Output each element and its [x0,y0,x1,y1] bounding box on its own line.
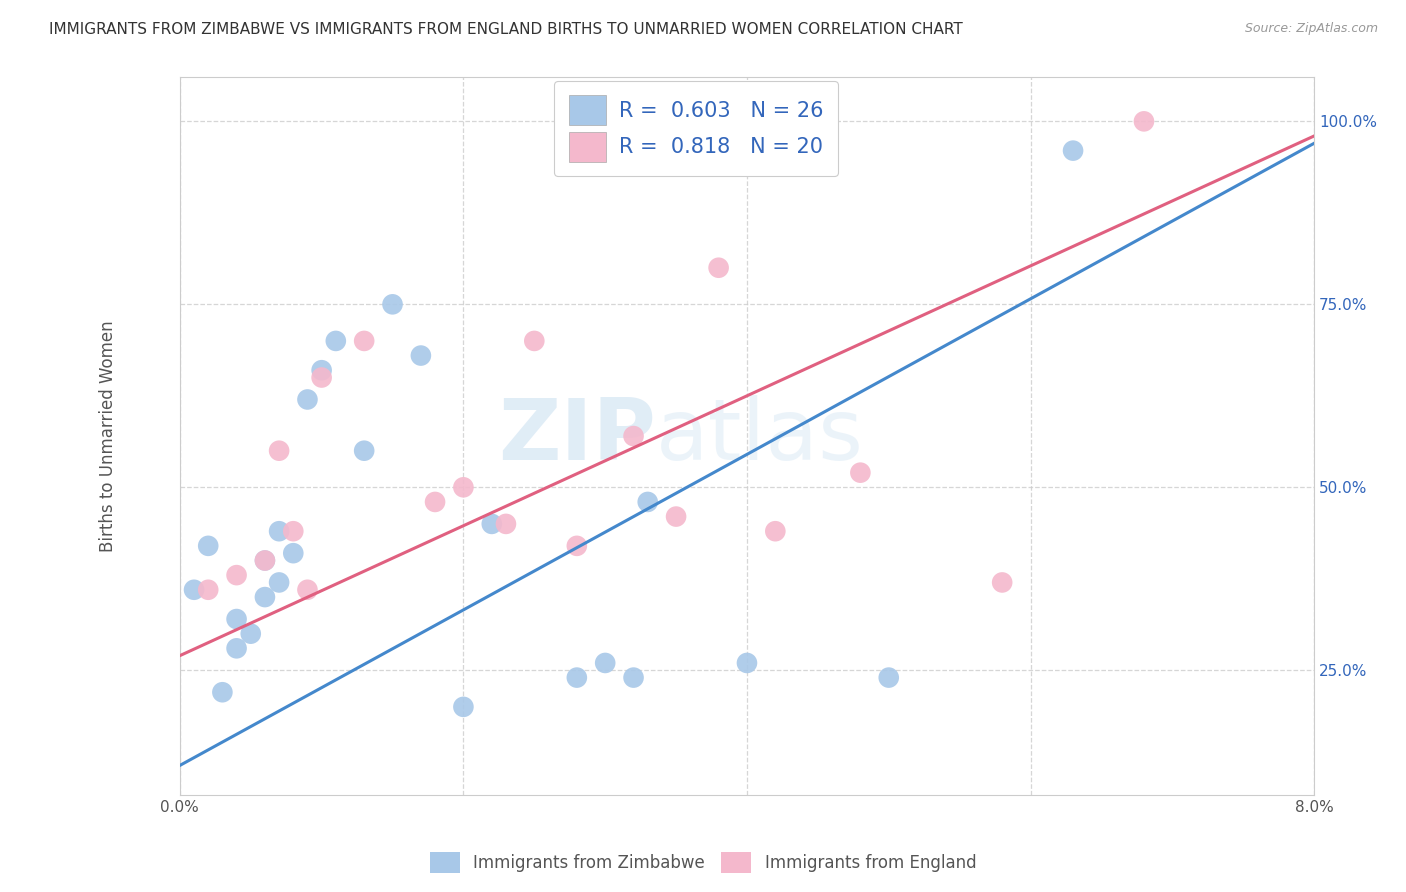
Point [211,685,233,699]
Point [409,349,432,363]
Point [623,671,645,685]
Point [495,516,517,531]
Text: ZIP: ZIP [499,394,657,477]
Point [253,553,276,567]
Point [1062,144,1084,158]
Point [253,553,276,567]
Point [423,495,446,509]
Point [707,260,730,275]
Point [225,612,247,626]
Y-axis label: Births to Unmarried Women: Births to Unmarried Women [100,320,117,552]
Point [353,334,375,348]
Point [353,443,375,458]
Point [481,516,503,531]
Point [1133,114,1156,128]
Point [565,539,588,553]
Point [735,656,758,670]
Text: Source: ZipAtlas.com: Source: ZipAtlas.com [1244,22,1378,36]
Point [453,699,475,714]
Legend: R =  0.603   N = 26, R =  0.818   N = 20: R = 0.603 N = 26, R = 0.818 N = 20 [554,80,838,176]
Point [283,546,305,560]
Text: IMMIGRANTS FROM ZIMBABWE VS IMMIGRANTS FROM ENGLAND BIRTHS TO UNMARRIED WOMEN CO: IMMIGRANTS FROM ZIMBABWE VS IMMIGRANTS F… [49,22,963,37]
Point [269,524,291,539]
Point [239,626,262,640]
Point [297,582,319,597]
Point [225,641,247,656]
Legend: Immigrants from Zimbabwe, Immigrants from England: Immigrants from Zimbabwe, Immigrants fro… [423,846,983,880]
Text: atlas: atlas [657,394,865,477]
Point [623,429,645,443]
Point [269,575,291,590]
Point [523,334,546,348]
Point [183,582,205,597]
Point [565,671,588,685]
Point [253,590,276,604]
Point [453,480,475,494]
Point [763,524,786,539]
Point [991,575,1014,590]
Point [283,524,305,539]
Point [269,443,291,458]
Point [593,656,616,670]
Point [381,297,404,311]
Point [665,509,688,524]
Point [311,363,333,377]
Point [197,582,219,597]
Point [325,334,347,348]
Point [197,539,219,553]
Point [225,568,247,582]
Point [637,495,659,509]
Point [849,466,872,480]
Point [877,671,900,685]
Point [297,392,319,407]
Point [311,370,333,384]
